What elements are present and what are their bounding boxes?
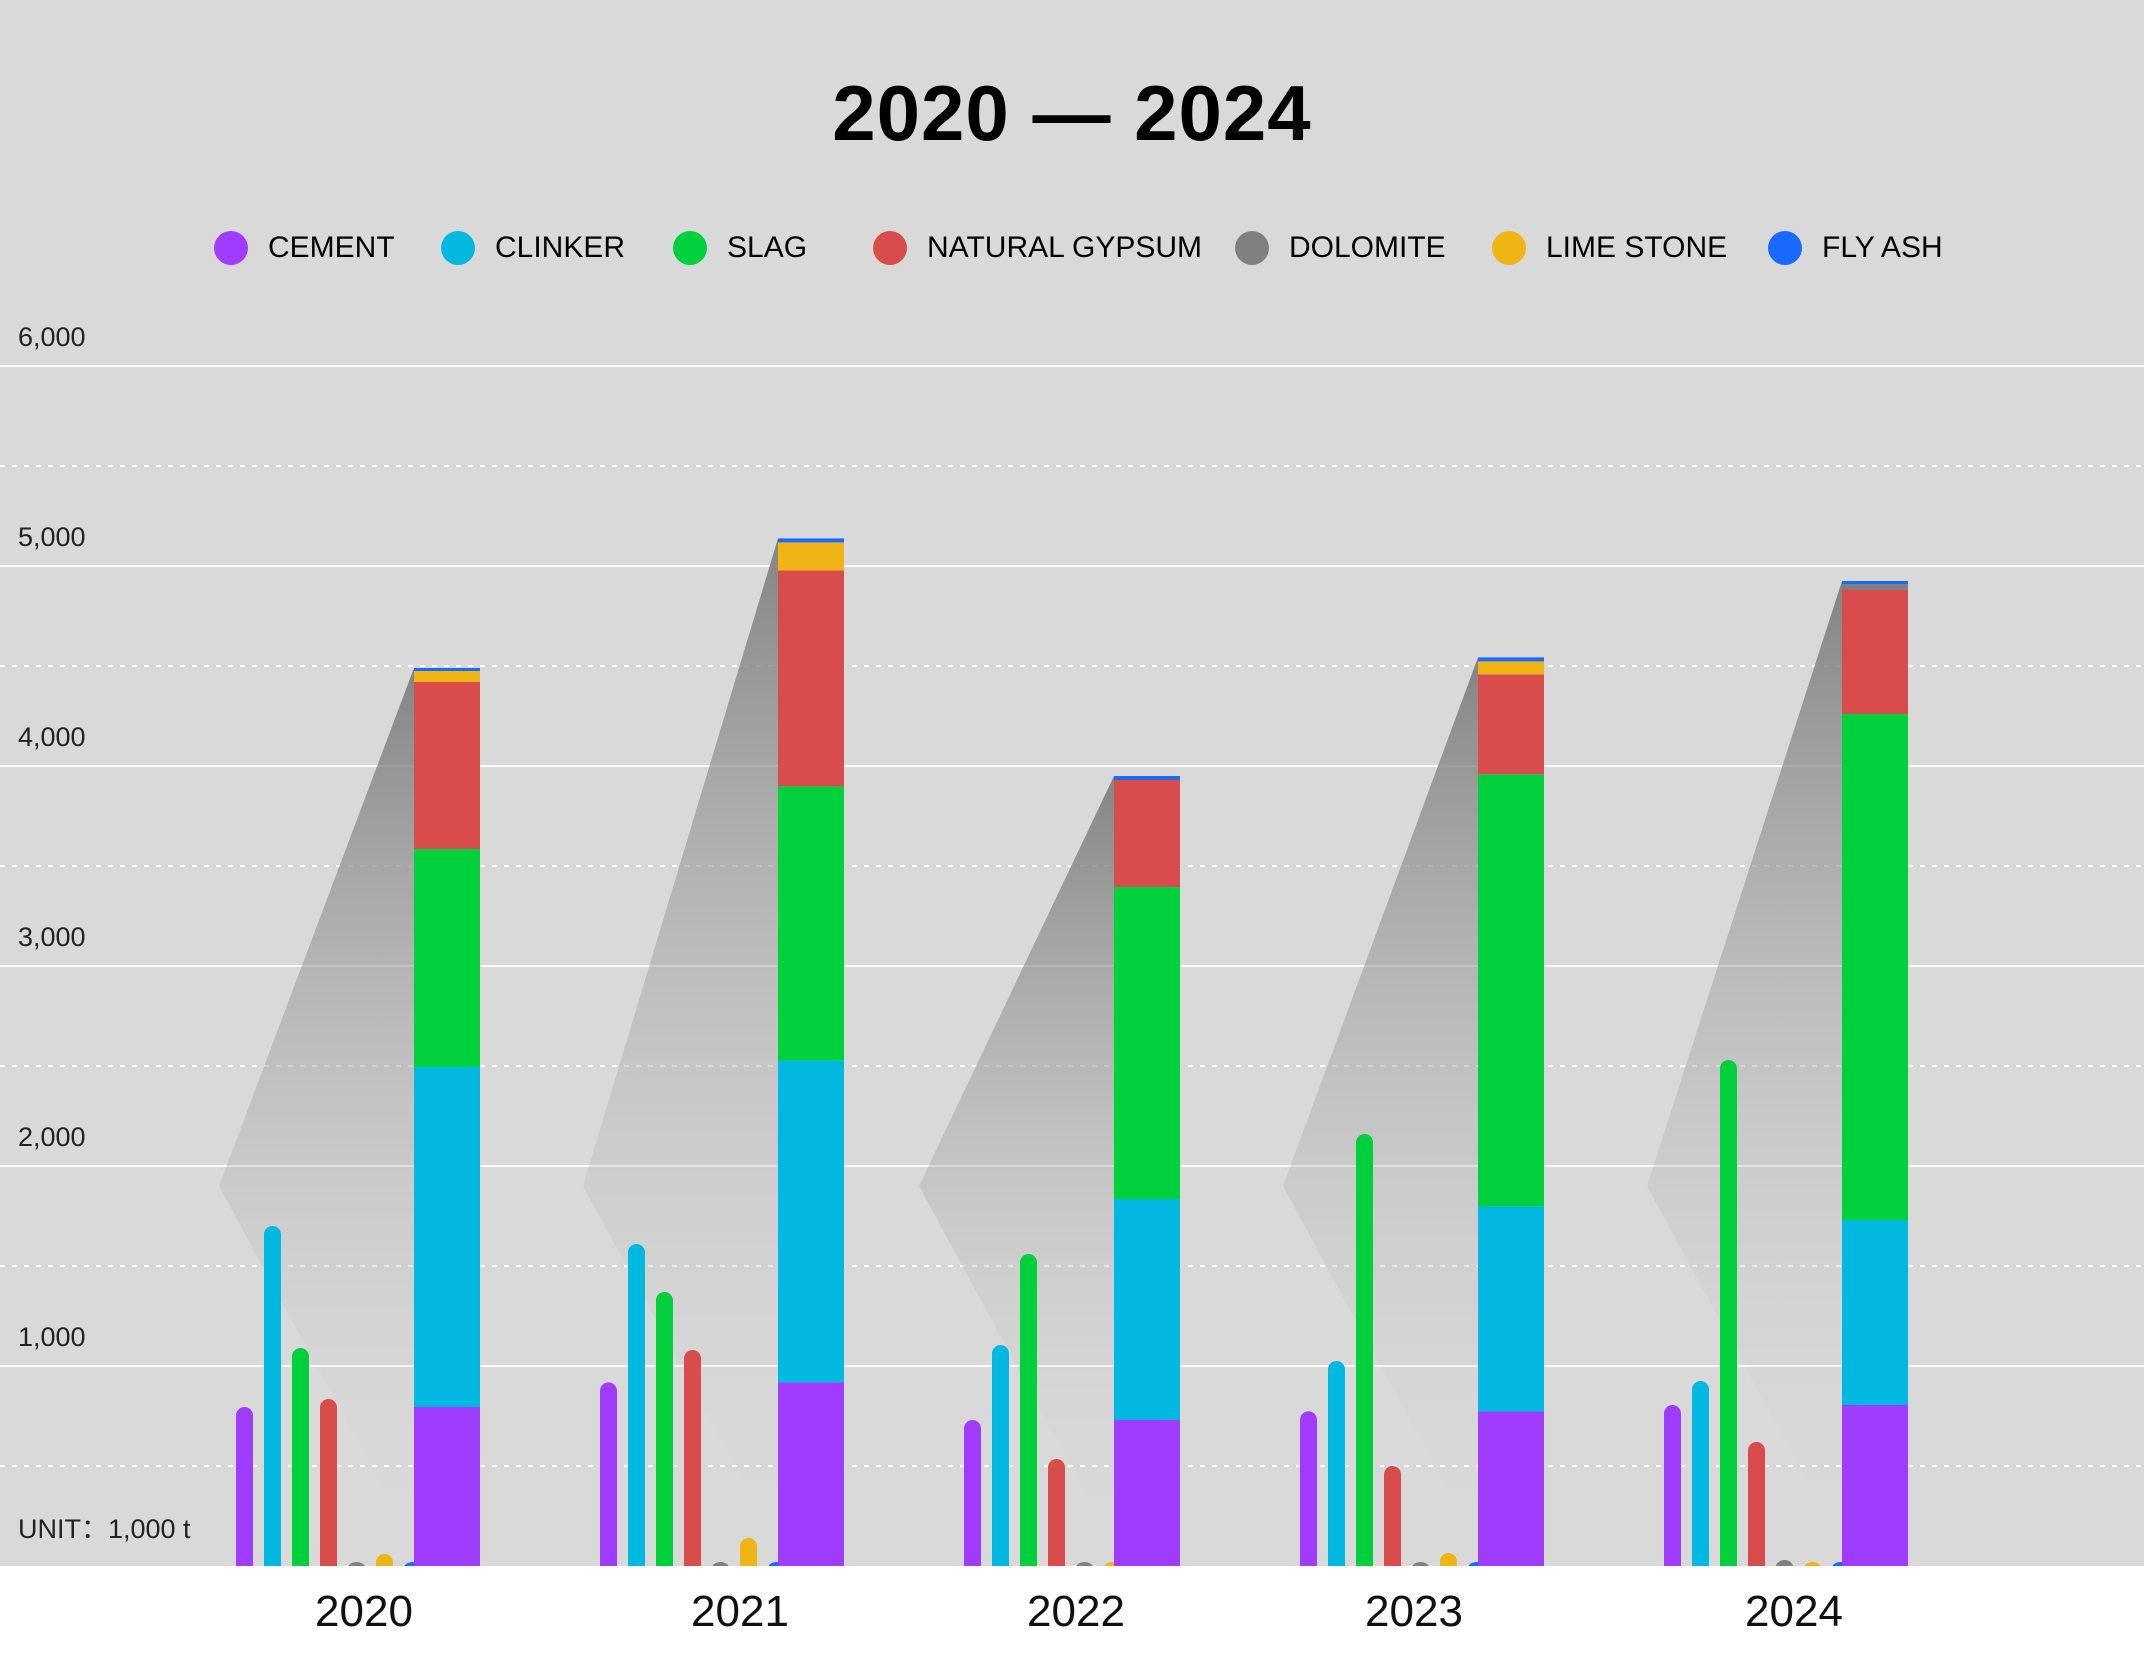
x-tick-label: 2023 [1365, 1587, 1463, 1636]
legend-label: CLINKER [495, 231, 626, 264]
x-tick-label: 2024 [1745, 1587, 1843, 1636]
stack-segment-dolomite [1842, 584, 1908, 590]
legend-label: SLAG [727, 231, 808, 264]
y-tick-label: 5,000 [18, 522, 86, 552]
legend-swatch [1235, 231, 1269, 265]
stack-shadow [219, 668, 414, 1546]
stack-segment-slag [1114, 887, 1180, 1199]
bar-cement [1664, 1405, 1681, 1574]
stack-segment-cement [1478, 1411, 1544, 1566]
legend-label: NATURAL GYPSUM [927, 231, 1203, 264]
stack-segment-cement [1114, 1420, 1180, 1566]
legend-swatch [873, 231, 907, 265]
stack-segment-cement [1842, 1405, 1908, 1566]
y-tick-label: 3,000 [18, 922, 86, 952]
stack-segment-clinker [1842, 1220, 1908, 1405]
bar-natural-gypsum [1748, 1442, 1765, 1574]
stack-shadow [1647, 581, 1842, 1546]
bar-slag [1720, 1060, 1737, 1574]
bar-cement [236, 1407, 253, 1574]
bar-lime-stone [740, 1538, 757, 1574]
legend-label: DOLOMITE [1289, 231, 1446, 264]
x-axis-band [0, 1566, 2144, 1680]
legend-swatch [1768, 231, 1802, 265]
bar-cement [600, 1382, 617, 1574]
bar-slag [1020, 1254, 1037, 1574]
legend-item: CLINKER [441, 226, 625, 270]
stack-segment-fly-ash [1114, 776, 1180, 780]
stack-segment-natural-gypsum [1114, 780, 1180, 887]
legend-label: FLY ASH [1822, 231, 1943, 264]
stack-segment-clinker [1478, 1206, 1544, 1412]
stack-segment-lime-stone [1478, 661, 1544, 675]
stack-segment-fly-ash [778, 538, 844, 543]
unit-label: UNIT：1,000 t [18, 1514, 191, 1544]
bar-slag [656, 1292, 673, 1574]
x-tick-label: 2022 [1027, 1587, 1125, 1636]
stack-segment-slag [414, 849, 480, 1067]
legend-item: DOLOMITE [1235, 226, 1446, 270]
legend-swatch [214, 231, 248, 265]
stack-segment-slag [1842, 714, 1908, 1220]
legend-item: CEMENT [214, 226, 395, 270]
stack-segment-lime-stone [414, 670, 480, 682]
bar-cement [1300, 1411, 1317, 1574]
bar-clinker [992, 1345, 1009, 1574]
stack-shadow [1283, 657, 1478, 1546]
stack-segment-fly-ash [1478, 657, 1544, 662]
stack-segment-clinker [414, 1067, 480, 1407]
stack-segment-slag [778, 786, 844, 1061]
bar-clinker [1328, 1361, 1345, 1574]
legend-label: CEMENT [268, 231, 395, 264]
legend-item: LIME STONE [1492, 226, 1727, 270]
stack-segment-natural-gypsum [1842, 590, 1908, 714]
stack-segment-natural-gypsum [1478, 674, 1544, 775]
chart-title: 2020 — 2024 [832, 69, 1312, 157]
stack-segment-natural-gypsum [778, 570, 844, 787]
y-tick-label: 2,000 [18, 1122, 86, 1152]
bar-natural-gypsum [1384, 1466, 1401, 1574]
legend-item: FLY ASH [1768, 226, 1943, 270]
bar-clinker [628, 1244, 645, 1574]
legend-swatch [441, 231, 475, 265]
x-tick-label: 2021 [691, 1587, 789, 1636]
bar-slag [292, 1348, 309, 1574]
legend-swatch [673, 231, 707, 265]
stack-segment-cement [414, 1407, 480, 1566]
stack-segment-slag [1478, 774, 1544, 1207]
y-tick-label: 4,000 [18, 722, 86, 752]
legend-swatch [1492, 231, 1526, 265]
stack-segment-fly-ash [414, 668, 480, 671]
legend-item: NATURAL GYPSUM [873, 226, 1202, 270]
stack-segment-natural-gypsum [414, 682, 480, 849]
bar-clinker [1692, 1381, 1709, 1574]
stack-segment-clinker [1114, 1199, 1180, 1420]
legend-label: LIME STONE [1546, 231, 1728, 264]
stack-shadow [583, 538, 778, 1546]
stack-segment-lime-stone [778, 542, 844, 571]
bar-clinker [264, 1226, 281, 1574]
stack-segment-fly-ash [1842, 581, 1908, 584]
x-tick-label: 2020 [315, 1587, 413, 1636]
stack-shadow [919, 776, 1114, 1546]
chart-legend: CEMENT CLINKER SLAG NATURAL GYPSUM DOLOMITE L… [0, 226, 2144, 270]
y-tick-label: 1,000 [18, 1322, 86, 1352]
bar-cement [964, 1420, 981, 1574]
stack-segment-cement [778, 1382, 844, 1566]
legend-item: SLAG [673, 226, 807, 270]
bar-natural-gypsum [320, 1399, 337, 1574]
bar-natural-gypsum [1048, 1459, 1065, 1574]
stack-segment-clinker [778, 1060, 844, 1383]
bar-slag [1356, 1134, 1373, 1574]
y-tick-label: 6,000 [18, 322, 86, 352]
bar-natural-gypsum [684, 1350, 701, 1574]
